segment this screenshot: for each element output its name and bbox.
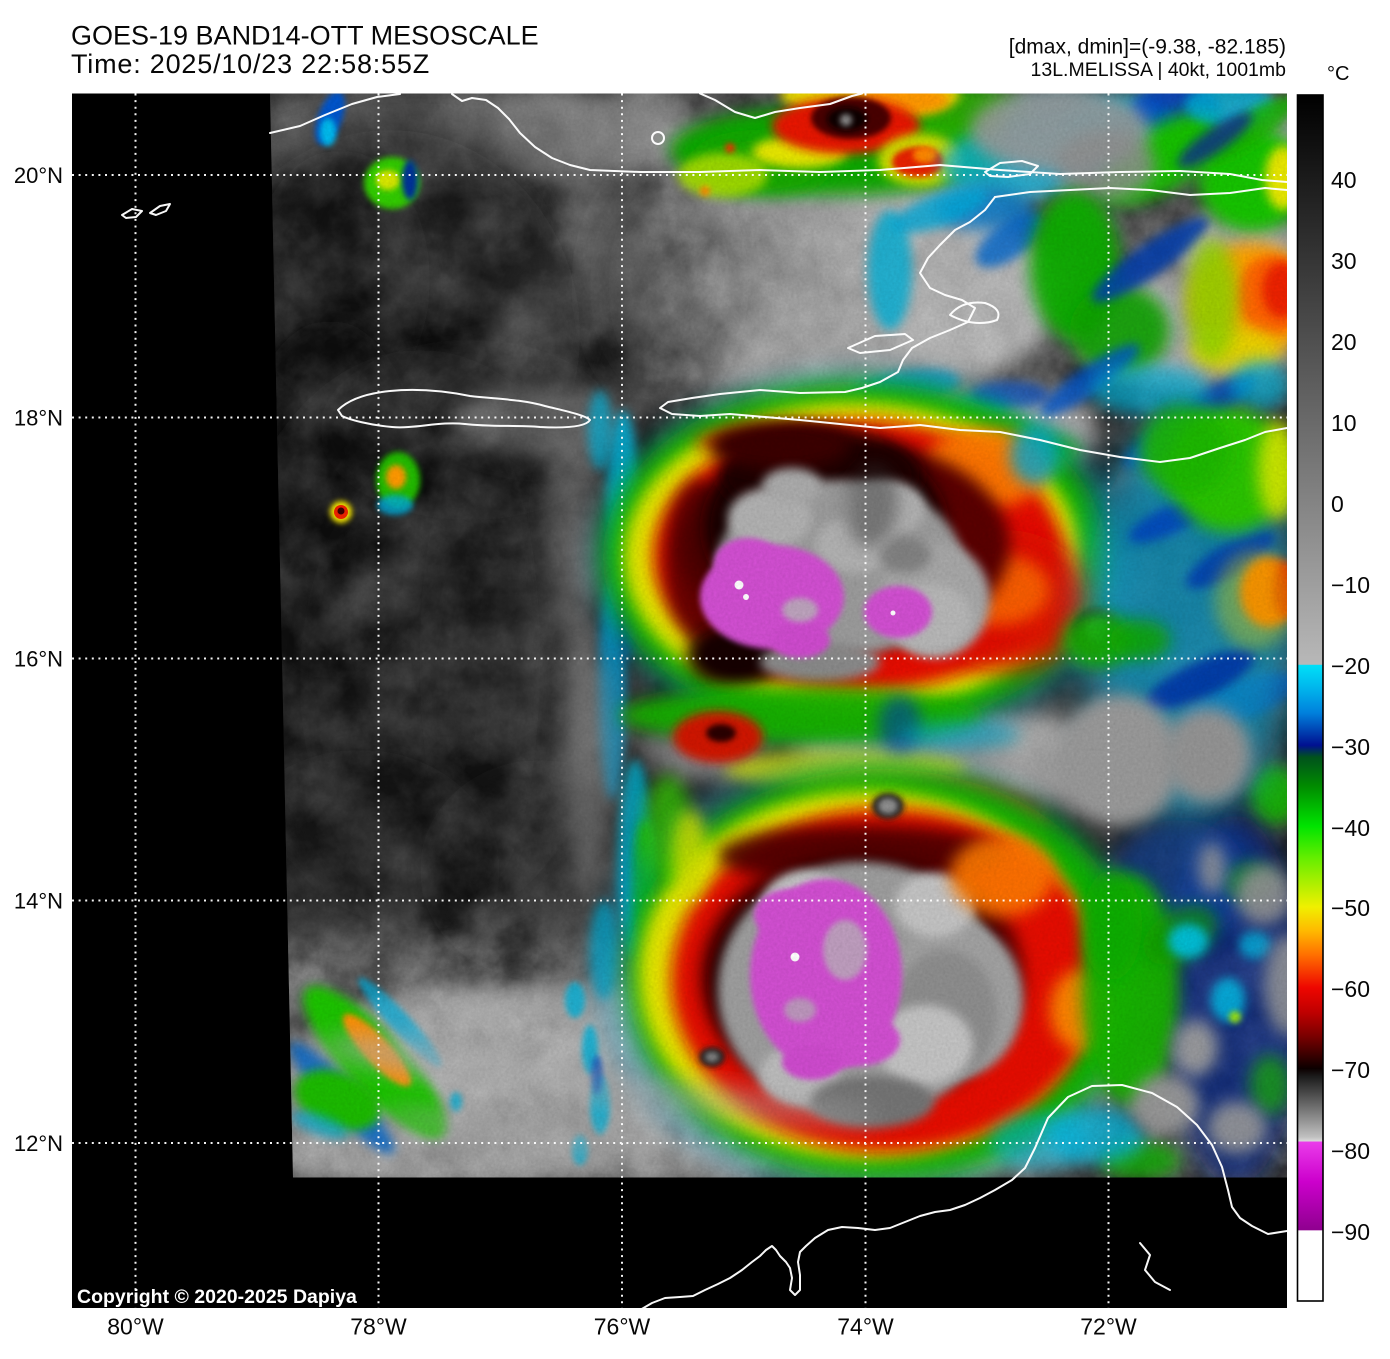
svg-text:−10: −10 (1331, 572, 1370, 598)
svg-text:40: 40 (1331, 167, 1357, 193)
svg-text:−90: −90 (1331, 1219, 1370, 1245)
svg-text:Copyright © 2020-2025 Dapiya: Copyright © 2020-2025 Dapiya (77, 1286, 357, 1308)
svg-text:13L.MELISSA | 40kt, 1001mb: 13L.MELISSA | 40kt, 1001mb (1031, 59, 1287, 81)
svg-text:78°W: 78°W (350, 1314, 407, 1340)
svg-text:74°W: 74°W (837, 1314, 894, 1340)
svg-text:80°W: 80°W (107, 1314, 164, 1340)
svg-text:76°W: 76°W (594, 1314, 651, 1340)
svg-text:Time: 2025/10/23 22:58:55Z: Time: 2025/10/23 22:58:55Z (71, 49, 430, 79)
svg-text:72°W: 72°W (1080, 1314, 1137, 1340)
svg-text:18°N: 18°N (14, 406, 63, 431)
svg-text:−60: −60 (1331, 976, 1370, 1002)
svg-text:20°N: 20°N (14, 163, 63, 188)
svg-text:[dmax, dmin]=(-9.38, -82.185): [dmax, dmin]=(-9.38, -82.185) (1009, 36, 1286, 59)
svg-text:14°N: 14°N (14, 889, 63, 914)
svg-text:−80: −80 (1331, 1138, 1370, 1164)
svg-text:−30: −30 (1331, 734, 1370, 760)
svg-text:−20: −20 (1331, 653, 1370, 679)
svg-text:16°N: 16°N (14, 647, 63, 672)
svg-text:−70: −70 (1331, 1057, 1370, 1083)
svg-text:−40: −40 (1331, 815, 1370, 841)
svg-text:20: 20 (1331, 329, 1357, 355)
svg-text:30: 30 (1331, 248, 1357, 274)
svg-text:GOES-19 BAND14-OTT MESOSCALE: GOES-19 BAND14-OTT MESOSCALE (71, 21, 539, 51)
svg-text:12°N: 12°N (14, 1131, 63, 1156)
svg-text:°C: °C (1327, 63, 1349, 85)
svg-text:0: 0 (1331, 491, 1344, 517)
svg-text:10: 10 (1331, 410, 1357, 436)
svg-text:−50: −50 (1331, 895, 1370, 921)
